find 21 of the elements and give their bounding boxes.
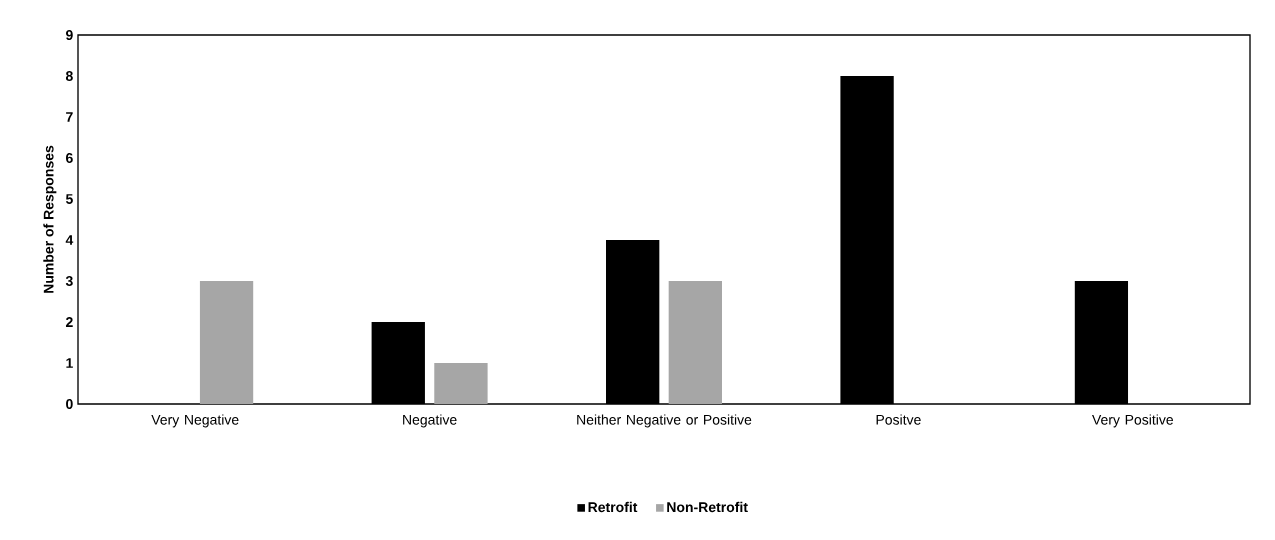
bar <box>199 281 254 404</box>
bar <box>668 281 723 404</box>
y-tick-label: 6 <box>66 153 73 163</box>
y-tick-label: 7 <box>66 112 73 122</box>
legend-label: Retrofit <box>588 501 638 513</box>
x-tick-label: Positve <box>876 414 921 425</box>
y-tick-label: 0 <box>66 399 73 409</box>
x-tick-label: Very Negative <box>151 414 239 428</box>
bar <box>434 363 488 404</box>
y-axis-title: Number of Responses <box>43 145 57 293</box>
x-tick-label: Very Positive <box>1092 414 1174 428</box>
y-tick-label: 2 <box>65 317 73 327</box>
legend-label: Non-Retrofit <box>667 501 748 513</box>
y-tick-label: 1 <box>66 358 73 368</box>
y-tick-label: 5 <box>65 194 73 204</box>
y-tick-label: 4 <box>65 235 74 245</box>
x-tick-label: Neither Negative or Positive <box>577 414 752 428</box>
x-tick-label: Negative <box>403 414 457 428</box>
y-tick-label: 8 <box>65 71 73 81</box>
y-tick-label: 3 <box>65 276 73 286</box>
y-tick-label: 9 <box>65 30 73 40</box>
